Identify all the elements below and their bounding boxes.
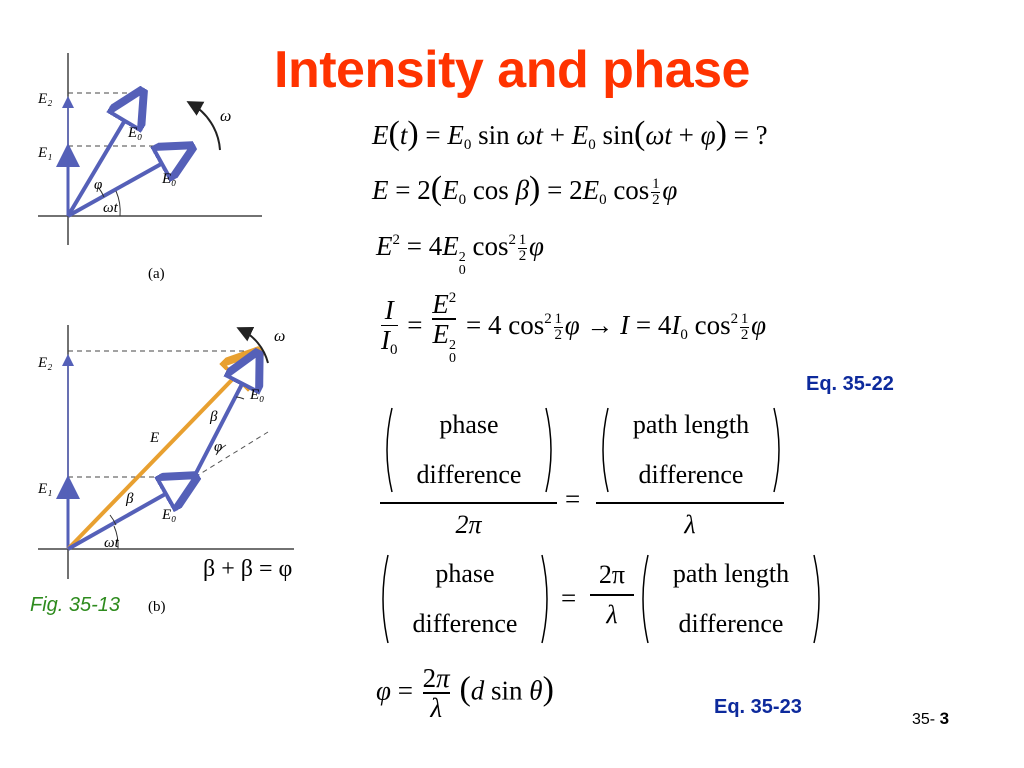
label-phi: φ xyxy=(94,177,102,193)
equals-sign: = xyxy=(561,583,577,613)
phase-difference-group-2: phase difference xyxy=(376,551,556,647)
two-pi-numerator: 2π xyxy=(598,560,626,589)
equation-field-sum: E(t) = E0 sin ωt + E0 sin(ωt + φ) = ? xyxy=(372,115,768,153)
difference-word: difference xyxy=(416,460,522,489)
rotation-arrow xyxy=(236,326,269,364)
label-E0-lower: E₀ xyxy=(161,171,176,187)
label-E0-upper: E₀ xyxy=(249,387,264,403)
label-E2: E₂ xyxy=(37,355,52,371)
phasor-diagram-b: E₂ E₁ E₀ E₀ E β β φ ωt ω (b) xyxy=(37,325,294,615)
difference-word: difference xyxy=(638,460,744,489)
phasor-E0-lower xyxy=(67,149,188,218)
figure-caption: Fig. 35-13 xyxy=(30,594,121,616)
phase-word: phase xyxy=(435,559,495,588)
label-beta-lower: β xyxy=(125,491,134,507)
panel-label-a: (a) xyxy=(148,266,165,282)
path-length-word: path length xyxy=(672,559,790,588)
difference-word: difference xyxy=(678,609,784,638)
page-prefix: 35- xyxy=(912,711,936,728)
label-E1: E₁ xyxy=(37,145,52,161)
equation-label-35-22: Eq. 35-22 xyxy=(806,373,894,395)
panel-label-b: (b) xyxy=(148,599,166,615)
lambda-denominator: λ xyxy=(684,510,696,539)
label-E: E xyxy=(149,430,159,446)
equation-phase-path: φ = 2π λ (d sin θ) xyxy=(376,663,554,723)
phasor-E0-first xyxy=(67,479,192,551)
label-omega: ω xyxy=(220,108,231,125)
phase-word: phase xyxy=(439,410,499,439)
difference-word: difference xyxy=(412,609,518,638)
beta-relation: β + β = φ xyxy=(203,556,293,582)
slide-title: Intensity and phase xyxy=(274,41,750,99)
equation-label-35-23: Eq. 35-23 xyxy=(714,696,802,718)
phasor-E0-second xyxy=(192,357,256,478)
label-phi: φ xyxy=(214,439,222,455)
path-length-group-2: path length difference xyxy=(636,551,826,647)
label-omega-t: ωt xyxy=(104,535,120,551)
path-length-word: path length xyxy=(632,410,750,439)
equation-intensity-ratio: I I0 = E2 E 2 0 = 4 cos2 1 2 φ → I = 4I0 cos2 1 2… xyxy=(381,289,767,367)
lambda-denominator: λ xyxy=(606,599,618,629)
label-beta-upper: β xyxy=(209,409,218,425)
label-omega: ω xyxy=(274,328,285,345)
fraction-bar xyxy=(380,502,557,504)
equals-sign: = xyxy=(565,484,581,514)
phasor-E0-upper xyxy=(66,95,140,218)
equation-amplitude: E = 2(E0 cos β) = 2E0 cos 1 2 φ xyxy=(372,170,678,209)
two-pi-denominator: 2π xyxy=(455,510,482,539)
page-number: 35- 3 xyxy=(912,709,949,729)
path-length-group-1: path length difference xyxy=(596,404,786,496)
label-E0-lower: E₀ xyxy=(161,507,176,523)
two-pi-over-lambda: 2π λ xyxy=(590,560,634,630)
label-E1: E₁ xyxy=(37,481,52,497)
label-E0-upper: E₀ xyxy=(127,125,142,141)
fraction-bar xyxy=(596,502,784,504)
phase-difference-group-1: phase difference xyxy=(380,404,560,496)
label-E2: E₂ xyxy=(37,91,52,107)
fraction-bar xyxy=(590,594,634,596)
equation-amplitude-squared: E2 = 4E 2 0 cos2 1 2 φ xyxy=(376,231,544,279)
phasor-diagram-a: E₂ E₁ E₀ E₀ φ ωt ω (a) xyxy=(37,53,262,282)
rotation-arrow xyxy=(186,101,221,151)
page-value: 3 xyxy=(939,709,950,728)
label-omega-t: ωt xyxy=(103,200,119,216)
